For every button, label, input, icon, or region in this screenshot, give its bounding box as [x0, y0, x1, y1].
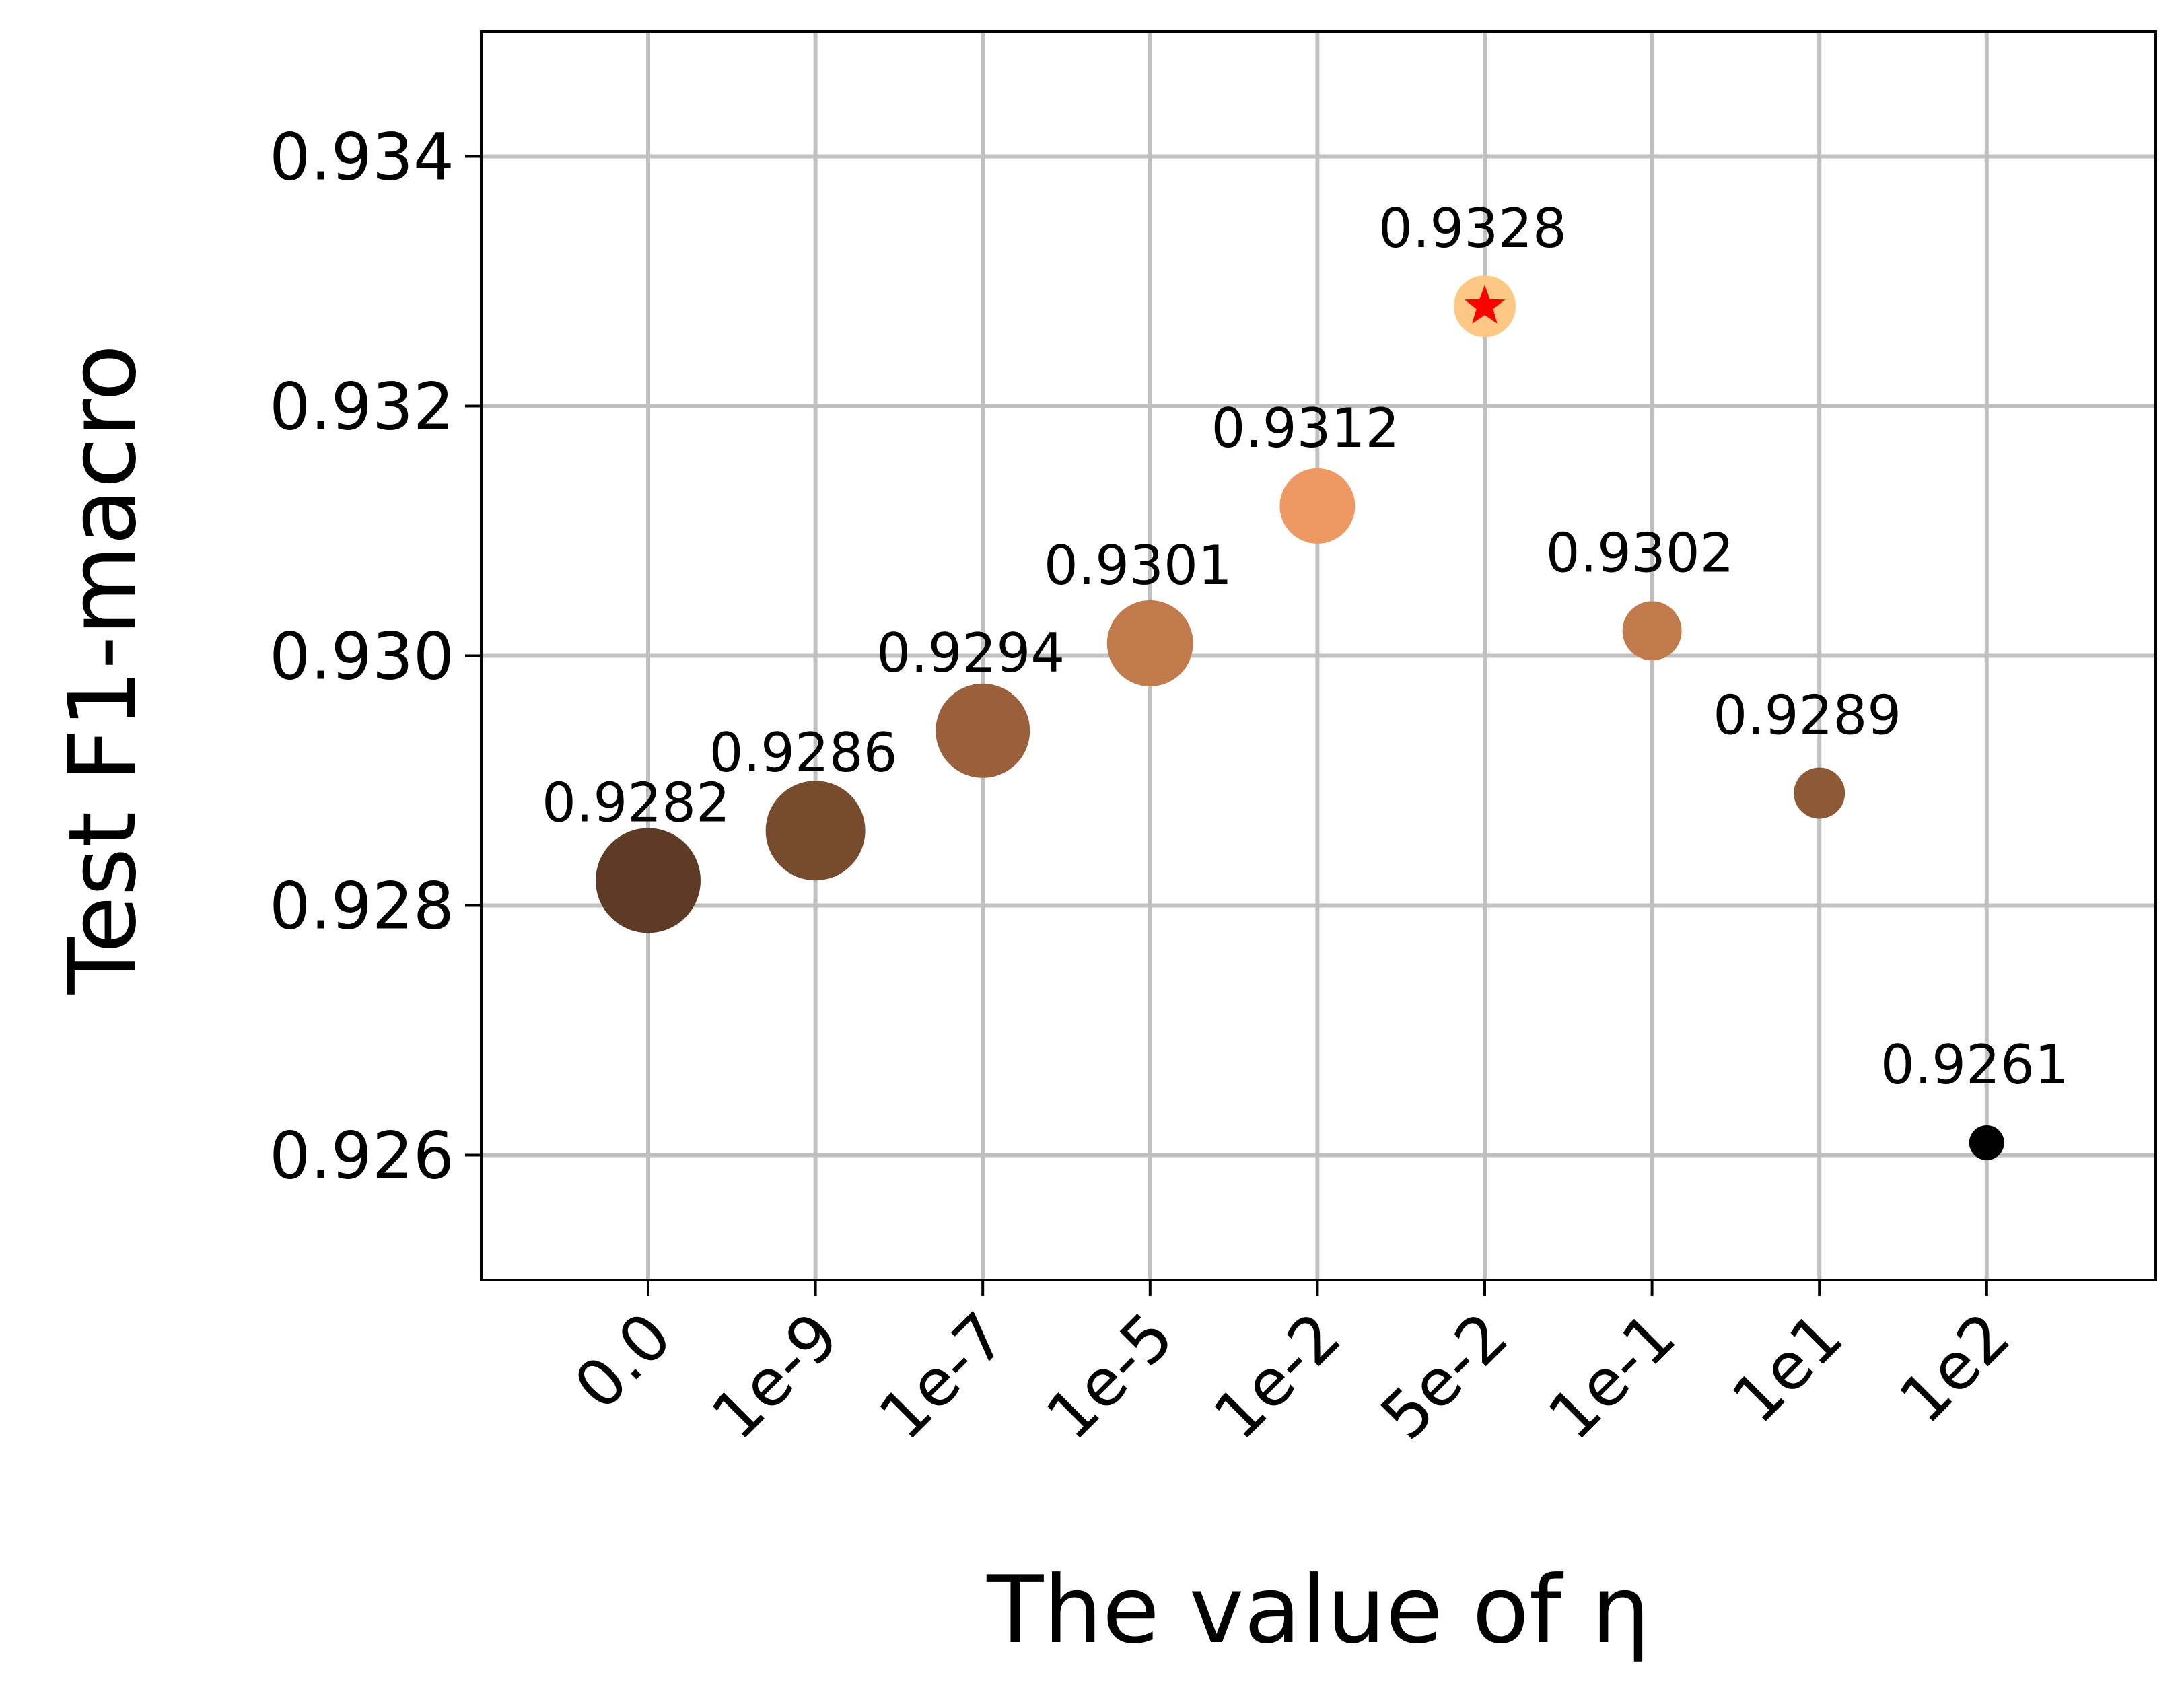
- data-point: [936, 683, 1030, 778]
- x-tick-label: 1e-2: [1199, 1298, 1356, 1454]
- data-points: [596, 275, 2004, 1160]
- data-label: 0.9294: [876, 622, 1065, 684]
- data-point: [1622, 601, 1682, 661]
- grid: [481, 32, 2156, 1280]
- x-tick-label: 1e-7: [865, 1298, 1021, 1454]
- x-tick-label: 1e2: [1885, 1298, 2025, 1437]
- y-tick-label: 0.930: [269, 619, 454, 695]
- y-tick-label: 0.926: [269, 1118, 454, 1194]
- x-tick-label: 5e-2: [1366, 1298, 1522, 1454]
- data-label: 0.9312: [1211, 397, 1399, 460]
- plot-frame: [480, 30, 2157, 1281]
- data-label: 0.9302: [1546, 522, 1734, 584]
- data-point: [1279, 468, 1356, 544]
- data-point: [1969, 1125, 2004, 1160]
- x-tick-label: 1e-1: [1534, 1298, 1690, 1454]
- data-point: [765, 781, 866, 881]
- data-point: [596, 828, 701, 933]
- data-label: 0.9289: [1713, 684, 1901, 747]
- data-point: [1106, 600, 1193, 686]
- x-axis-label: The value of η: [986, 1556, 1650, 1664]
- data-point: [1794, 767, 1845, 819]
- x-tick-label: 1e-5: [1032, 1298, 1188, 1454]
- y-tick-label: 0.932: [269, 369, 454, 445]
- axis-ticks: 0.0 1e-9 1e-7 1e-5 1e-2 5e-2 1e-1 1e1 1e2 0.926 0.…: [269, 120, 2025, 1454]
- data-label: 0.9301: [1044, 534, 1232, 597]
- y-axis-label: Test F1-macro: [48, 345, 157, 995]
- y-tick-label: 0.928: [269, 869, 454, 944]
- best-star-marker: [1464, 285, 1506, 324]
- y-tick-label: 0.934: [269, 120, 454, 195]
- data-label: 0.9286: [709, 721, 898, 784]
- data-label: 0.9282: [542, 771, 730, 834]
- x-tick-label: 1e1: [1718, 1298, 1857, 1437]
- x-tick-label: 1e-9: [697, 1298, 853, 1454]
- data-label: 0.9261: [1880, 1034, 2069, 1096]
- data-label: 0.9328: [1378, 197, 1567, 260]
- x-tick-label: 0.0: [560, 1298, 686, 1424]
